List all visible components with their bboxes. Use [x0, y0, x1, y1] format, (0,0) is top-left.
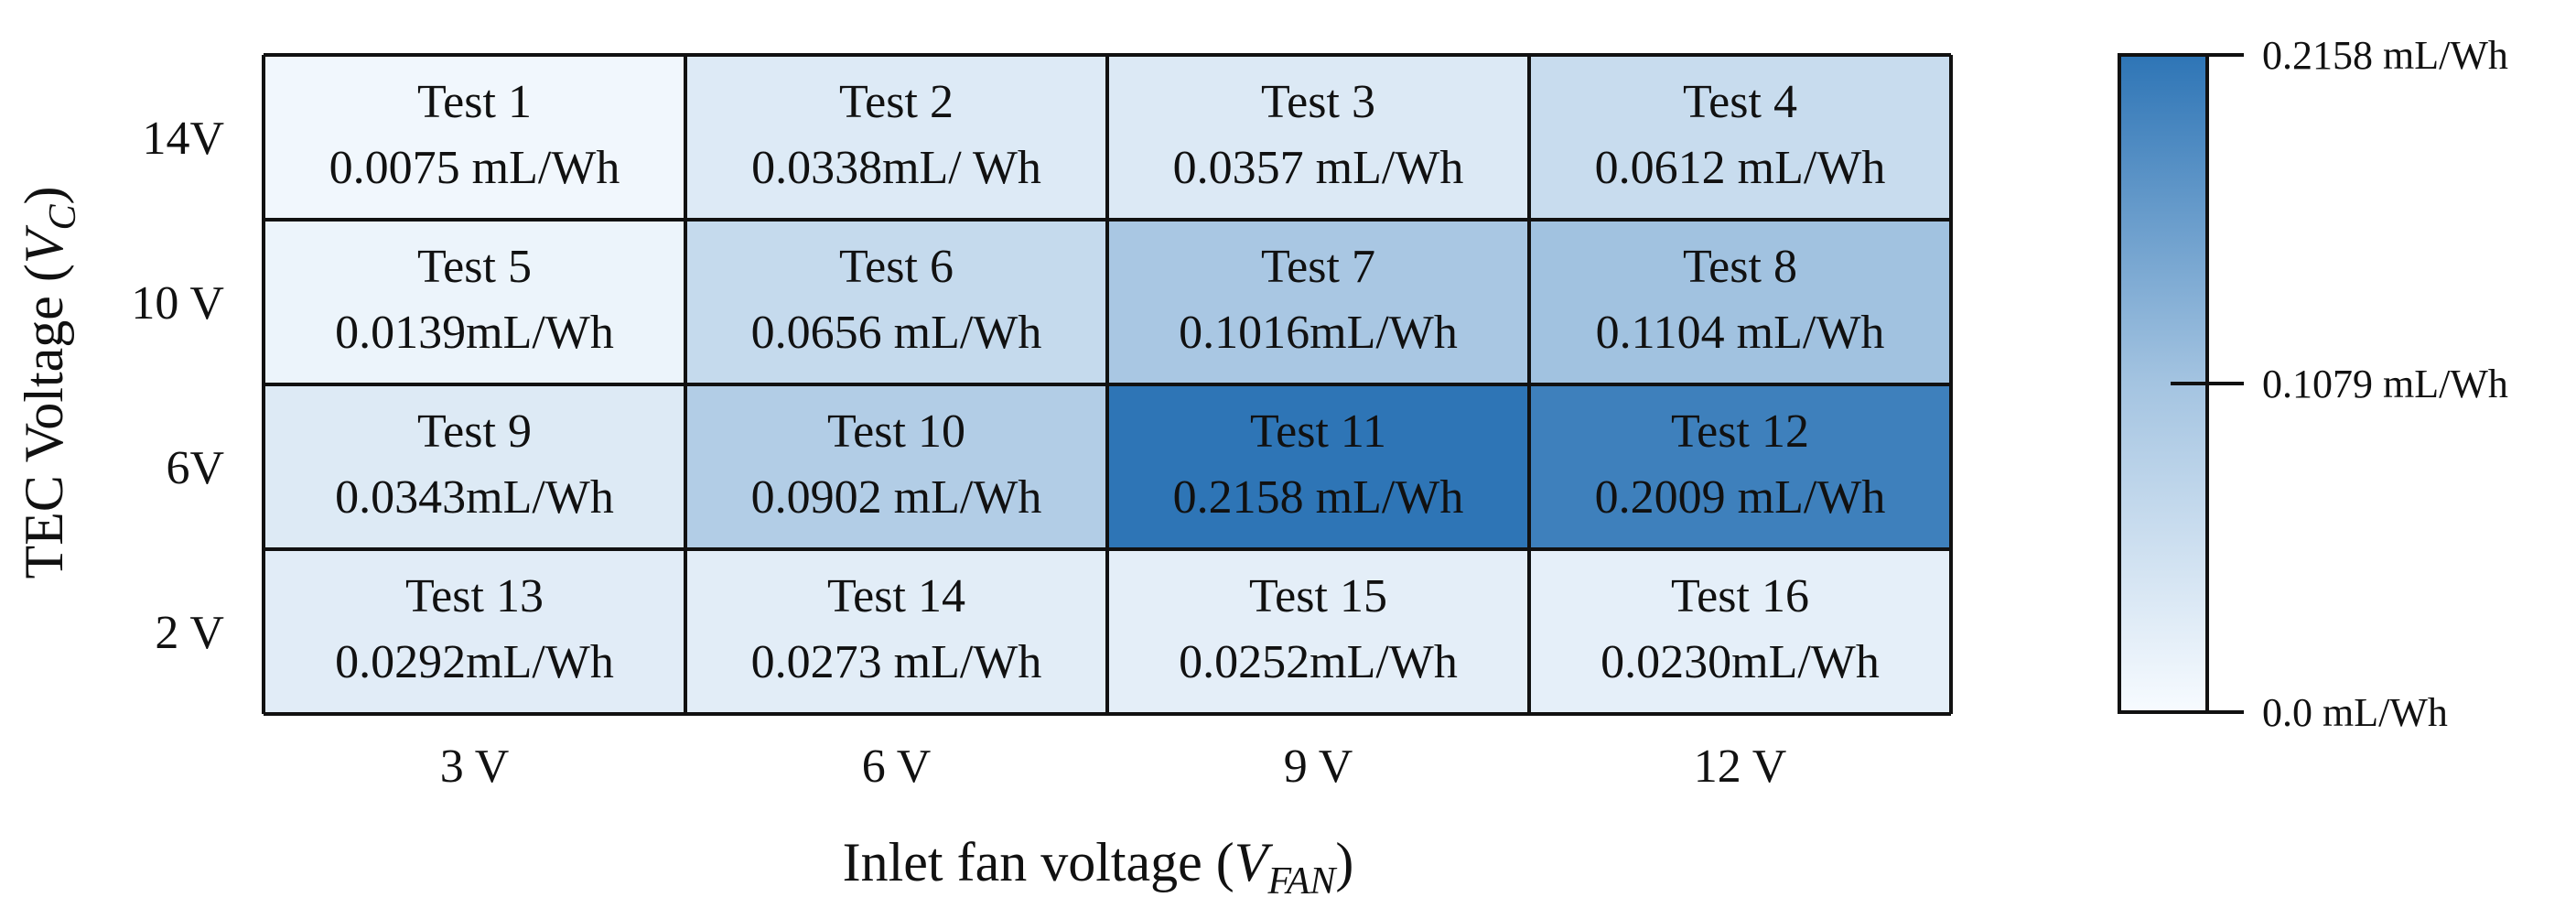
cell-test-label: Test 11: [1250, 405, 1386, 458]
cell-test-label: Test 8: [1683, 241, 1797, 293]
cell-test-label: Test 2: [839, 76, 954, 128]
cell-value-label: 0.1104 mL/Wh: [1596, 307, 1885, 359]
cell-test-label: Test 3: [1261, 76, 1375, 128]
colorbar-tick-label: 0.1079 mL/Wh: [2262, 362, 2508, 406]
cell-test-label: Test 6: [839, 241, 954, 293]
cell-value-label: 0.0656 mL/Wh: [751, 307, 1042, 359]
colorbar-tick-label: 0.2158 mL/Wh: [2262, 33, 2508, 78]
cell-value-label: 0.0252mL/Wh: [1179, 636, 1458, 688]
cell-test-label: Test 9: [417, 405, 532, 458]
heatmap-cell-labels: Test 1 0.0075 mL/Wh Test 2 0.0338mL/ Wh Test…: [329, 76, 1886, 688]
cell-value-label: 0.0230mL/Wh: [1601, 636, 1880, 688]
cell-test-label: Test 13: [405, 570, 544, 622]
y-axis-ticks: 14V 10 V 6V 2 V: [131, 113, 224, 659]
y-tick-label: 10 V: [131, 277, 224, 330]
cell-test-label: Test 1: [417, 76, 532, 128]
x-axis-title: Inlet fan voltage (VFAN): [843, 832, 1354, 903]
colorbar-tick-label: 0.0 mL/Wh: [2262, 690, 2448, 735]
y-tick-label: 2 V: [155, 607, 224, 659]
cell-value-label: 0.2009 mL/Wh: [1595, 471, 1886, 524]
heatmap-cell: [1529, 384, 1951, 549]
heatmap-cell: [1107, 55, 1529, 220]
heatmap-cell: [264, 549, 685, 714]
cell-value-label: 0.0273 mL/Wh: [751, 636, 1042, 688]
x-tick-label: 6 V: [862, 741, 932, 793]
heatmap-cell: [1107, 384, 1529, 549]
cell-value-label: 0.0338mL/ Wh: [751, 142, 1041, 194]
heatmap-cell: [1107, 220, 1529, 384]
cell-test-label: Test 16: [1671, 570, 1809, 622]
colorbar: 0.2158 mL/Wh 0.1079 mL/Wh 0.0 mL/Wh: [2118, 33, 2508, 735]
cell-test-label: Test 4: [1683, 76, 1797, 128]
x-tick-label: 9 V: [1284, 741, 1353, 793]
x-axis-ticks: 3 V 6 V 9 V 12 V: [440, 741, 1787, 793]
cell-value-label: 0.0357 mL/Wh: [1173, 142, 1464, 194]
heatmap-cell: [1529, 220, 1951, 384]
cell-value-label: 0.0075 mL/Wh: [329, 142, 620, 194]
cell-value-label: 0.2158 mL/Wh: [1173, 471, 1464, 524]
heatmap-cell: [1529, 55, 1951, 220]
x-tick-label: 3 V: [440, 741, 510, 793]
y-tick-label: 14V: [142, 113, 224, 165]
heatmap-cell: [1107, 549, 1529, 714]
heatmap-cells: [264, 55, 1951, 714]
colorbar-ticks: 0.2158 mL/Wh 0.1079 mL/Wh 0.0 mL/Wh: [2171, 33, 2508, 735]
cell-value-label: 0.0139mL/Wh: [335, 307, 614, 359]
cell-value-label: 0.1016mL/Wh: [1179, 307, 1458, 359]
heatmap-cell: [685, 55, 1107, 220]
heatmap-cell: [685, 549, 1107, 714]
heatmap-cell: [1529, 549, 1951, 714]
heatmap-cell: [264, 384, 685, 549]
cell-test-label: Test 5: [417, 241, 532, 293]
heatmap-grid: [262, 53, 1953, 716]
cell-value-label: 0.0292mL/Wh: [335, 636, 614, 688]
cell-value-label: 0.0902 mL/Wh: [751, 471, 1042, 524]
x-tick-label: 12 V: [1694, 741, 1787, 793]
cell-test-label: Test 10: [827, 405, 965, 458]
cell-value-label: 0.0343mL/Wh: [335, 471, 614, 524]
cell-test-label: Test 12: [1671, 405, 1809, 458]
cell-test-label: Test 15: [1249, 570, 1387, 622]
y-axis-title: TEC Voltage (VC): [14, 186, 84, 578]
cell-value-label: 0.0612 mL/Wh: [1595, 142, 1886, 194]
cell-test-label: Test 7: [1261, 241, 1375, 293]
heatmap-cell: [264, 220, 685, 384]
heatmap-cell: [264, 55, 685, 220]
y-tick-label: 6V: [166, 442, 224, 494]
heatmap-cell: [685, 220, 1107, 384]
cell-test-label: Test 14: [827, 570, 965, 622]
heatmap-cell: [685, 384, 1107, 549]
